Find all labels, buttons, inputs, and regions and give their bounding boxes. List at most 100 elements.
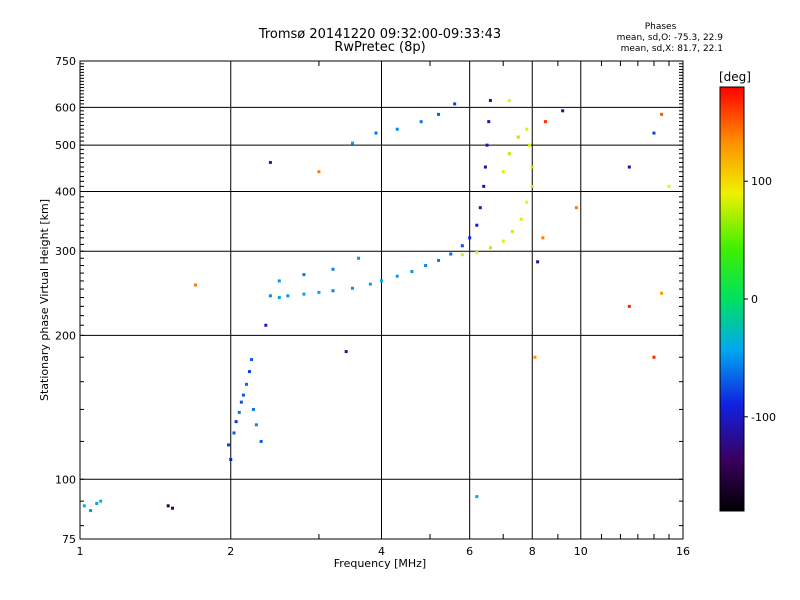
data-point-x bbox=[667, 184, 671, 188]
data-point-x bbox=[501, 170, 505, 174]
data-point-x bbox=[660, 291, 664, 295]
data-point-o bbox=[99, 499, 103, 503]
data-point-o bbox=[437, 112, 441, 116]
data-point-x bbox=[519, 217, 523, 221]
data-point-o bbox=[487, 120, 491, 124]
data-point-o bbox=[268, 160, 272, 164]
data-point-o bbox=[232, 431, 236, 435]
data-point-x bbox=[317, 170, 321, 174]
y-tick-label: 200 bbox=[55, 329, 76, 342]
data-point-x bbox=[533, 355, 537, 359]
scatter-points bbox=[82, 99, 671, 513]
data-point-o bbox=[374, 131, 378, 135]
data-point-o bbox=[166, 504, 170, 508]
data-point-o bbox=[244, 382, 248, 386]
data-point-x bbox=[543, 120, 547, 124]
data-point-o bbox=[234, 420, 238, 424]
colorbar-tick-label: -100 bbox=[751, 411, 776, 424]
data-point-o bbox=[89, 509, 93, 513]
data-point-o bbox=[453, 102, 457, 106]
data-point-o bbox=[475, 495, 479, 499]
y-tick-label: 400 bbox=[55, 185, 76, 198]
data-point-o bbox=[170, 506, 174, 510]
data-point-o bbox=[95, 501, 99, 505]
data-point-o bbox=[357, 256, 361, 260]
grid-lines bbox=[80, 61, 683, 539]
x-tick-label: 1 bbox=[77, 545, 84, 558]
data-point-o bbox=[482, 184, 486, 188]
data-point-o bbox=[268, 294, 272, 298]
data-point-x bbox=[652, 355, 656, 359]
y-tick-label: 600 bbox=[55, 101, 76, 114]
data-point-x bbox=[530, 165, 534, 169]
data-point-o bbox=[395, 274, 399, 278]
x-tick-label: 8 bbox=[529, 545, 536, 558]
data-point-o bbox=[475, 223, 479, 227]
data-point-o bbox=[485, 143, 489, 147]
data-point-x bbox=[660, 112, 664, 116]
data-point-o bbox=[264, 323, 268, 327]
y-axis-label: Stationary phase Virtual Height [km] bbox=[38, 199, 51, 401]
colorbar-label: [deg] bbox=[719, 70, 751, 84]
data-point-o bbox=[82, 504, 86, 508]
data-point-o bbox=[286, 294, 290, 298]
data-point-o bbox=[251, 407, 255, 411]
data-point-x bbox=[530, 184, 534, 188]
data-point-o bbox=[468, 236, 472, 240]
data-point-o bbox=[368, 282, 372, 286]
colorbar-ticks: 100 0 -100 bbox=[744, 175, 776, 424]
data-point-o bbox=[317, 290, 321, 294]
x-tick-label: 6 bbox=[466, 545, 473, 558]
colorbar-tick-label: 0 bbox=[751, 293, 758, 306]
data-point-o bbox=[350, 141, 354, 145]
data-point-o bbox=[302, 273, 306, 277]
data-point-x bbox=[507, 99, 511, 103]
data-point-o bbox=[561, 109, 565, 113]
data-point-o bbox=[241, 393, 245, 397]
phases-summary: Phases mean, sd,O: -75.3, 22.9 mean, sd,… bbox=[598, 22, 723, 55]
y-tick-label: 100 bbox=[55, 473, 76, 486]
data-point-o bbox=[249, 358, 253, 362]
x-tick-label: 16 bbox=[676, 545, 690, 558]
data-point-o bbox=[277, 279, 281, 283]
data-point-o bbox=[227, 443, 231, 447]
data-point-o bbox=[380, 279, 383, 283]
y-tick-label: 500 bbox=[55, 139, 76, 152]
data-point-o bbox=[419, 120, 423, 124]
data-point-x bbox=[516, 135, 520, 139]
axis-ticks: 1 2 4 6 8 10 16 75 100 200 300 400 500 600 750 bbox=[55, 55, 690, 558]
phases-heading: Phases bbox=[644, 22, 677, 32]
data-point-o bbox=[344, 350, 348, 354]
data-point-o bbox=[437, 258, 441, 262]
data-point-x bbox=[501, 239, 505, 243]
data-point-x bbox=[541, 236, 545, 240]
y-tick-label: 75 bbox=[62, 533, 76, 546]
data-point-x bbox=[193, 283, 197, 287]
data-point-x bbox=[510, 229, 514, 233]
colorbar bbox=[719, 86, 745, 512]
data-point-o bbox=[254, 423, 258, 427]
data-point-o bbox=[536, 260, 540, 264]
data-point-o bbox=[277, 296, 281, 300]
x-tick-label: 10 bbox=[574, 545, 588, 558]
data-point-o bbox=[478, 206, 482, 210]
data-point-x bbox=[460, 253, 464, 257]
chart-subtitle: RwPretec (8p) bbox=[334, 40, 426, 55]
data-point-x bbox=[525, 127, 529, 131]
phases-x-stats: mean, sd,X: 81.7, 22.1 bbox=[620, 44, 723, 54]
data-point-x bbox=[525, 200, 529, 204]
data-point-o bbox=[410, 270, 414, 274]
colorbar-tick-label: 100 bbox=[751, 175, 772, 188]
plot-frame bbox=[79, 60, 684, 540]
data-point-o bbox=[229, 457, 233, 461]
y-tick-label: 750 bbox=[55, 55, 76, 68]
data-point-x bbox=[488, 246, 492, 250]
data-point-o bbox=[302, 292, 306, 296]
data-point-o bbox=[350, 286, 354, 290]
phases-o-stats: mean, sd,O: -75.3, 22.9 bbox=[616, 33, 723, 43]
data-point-x bbox=[507, 152, 511, 156]
data-point-o bbox=[331, 289, 335, 293]
data-point-o bbox=[460, 244, 464, 248]
data-point-o bbox=[627, 165, 631, 169]
